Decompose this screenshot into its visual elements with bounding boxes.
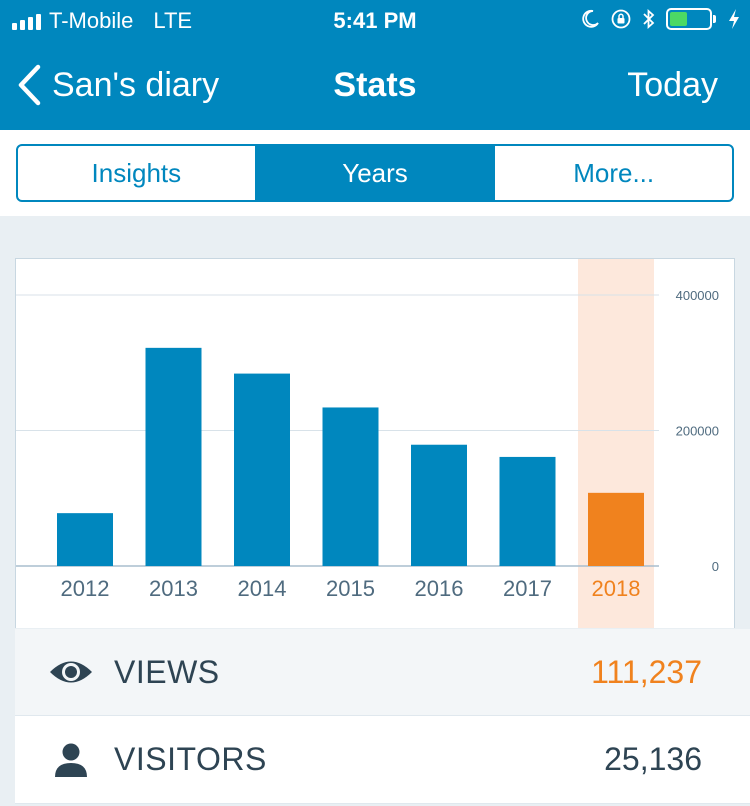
status-left: T-Mobile LTE xyxy=(12,8,192,34)
bar-2013 xyxy=(145,347,202,566)
x-tick-label: 2012 xyxy=(61,576,110,601)
chart-card: 400000 200000 0 2012 2013 2014 2015 2016 2017 201… xyxy=(15,258,735,629)
bar-2012 xyxy=(57,513,113,566)
views-label: VIEWS xyxy=(114,653,220,690)
views-row[interactable]: VIEWS 111,237 xyxy=(15,628,750,716)
charging-bolt-icon xyxy=(729,9,739,29)
visitors-row[interactable]: VISITORS 25,136 xyxy=(15,716,750,804)
status-right xyxy=(580,8,740,30)
x-tick-label: 2013 xyxy=(149,576,198,601)
segmented-control-area: Insights Years More... xyxy=(0,130,750,216)
person-icon xyxy=(48,740,94,780)
x-tick-label: 2018 xyxy=(592,576,641,601)
y-tick-label: 200000 xyxy=(676,424,719,439)
orientation-lock-icon xyxy=(611,9,631,29)
bluetooth-icon xyxy=(643,8,655,30)
views-value: 111,237 xyxy=(591,653,702,690)
segment-years[interactable]: Years xyxy=(254,146,494,200)
visitors-label: VISITORS xyxy=(114,741,267,777)
bar-2018 xyxy=(588,492,644,566)
bar-2014 xyxy=(234,373,290,566)
navigation-bar: San's diary Stats Today xyxy=(0,48,750,123)
signal-strength-icon xyxy=(12,12,41,30)
x-tick-label: 2016 xyxy=(415,576,464,601)
x-tick-label: 2015 xyxy=(326,576,375,601)
today-button[interactable]: Today xyxy=(627,66,718,104)
x-tick-label: 2017 xyxy=(503,576,552,601)
segment-more[interactable]: More... xyxy=(493,146,732,200)
do-not-disturb-moon-icon xyxy=(582,9,599,28)
status-time: 5:41 PM xyxy=(333,8,417,33)
bar-2016 xyxy=(411,444,467,566)
x-tick-label: 2014 xyxy=(238,576,287,601)
y-tick-label: 400000 xyxy=(676,288,719,303)
battery-fill xyxy=(670,12,688,26)
bar-2015 xyxy=(322,407,379,566)
selected-year-highlight-band xyxy=(578,259,654,629)
segment-insights[interactable]: Insights xyxy=(91,157,182,188)
period-segmented-control: Insights Years More... xyxy=(16,144,734,202)
chevron-left-icon xyxy=(18,64,41,106)
top-bar: T-Mobile LTE 5:41 PM xyxy=(0,0,750,130)
visitors-value: 25,136 xyxy=(604,741,702,777)
eye-icon xyxy=(48,652,94,692)
back-button[interactable]: San's diary xyxy=(16,64,219,106)
network-type: LTE xyxy=(153,8,193,33)
back-button-label: San's diary xyxy=(52,65,220,104)
yearly-views-bar-chart: 400000 200000 0 2012 2013 2014 2015 2016 2017 201… xyxy=(16,259,719,629)
battery-icon xyxy=(666,8,716,30)
carrier-name: T-Mobile xyxy=(49,8,134,33)
y-tick-label: 0 xyxy=(712,559,719,574)
bar-2017 xyxy=(499,456,556,566)
status-bar: T-Mobile LTE 5:41 PM xyxy=(0,0,750,40)
